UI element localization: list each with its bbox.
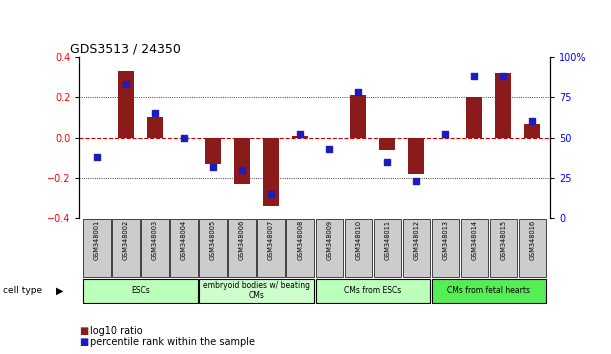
Bar: [263, 138, 279, 206]
Point: [499, 74, 508, 79]
Text: ■: ■: [79, 337, 89, 347]
Bar: [205, 138, 221, 164]
Point: [208, 164, 218, 170]
Point: [382, 159, 392, 165]
Bar: [519, 219, 546, 277]
Text: GSM348001: GSM348001: [94, 220, 100, 260]
Text: GSM348007: GSM348007: [268, 220, 274, 261]
Bar: [524, 124, 541, 138]
Bar: [315, 219, 343, 277]
Text: GSM348009: GSM348009: [326, 220, 332, 260]
Text: cell type: cell type: [3, 286, 42, 296]
Bar: [199, 279, 314, 303]
Bar: [408, 138, 424, 174]
Bar: [461, 219, 488, 277]
Bar: [379, 138, 395, 150]
Text: GSM348015: GSM348015: [500, 220, 507, 260]
Bar: [315, 279, 430, 303]
Bar: [147, 118, 163, 138]
Point: [353, 90, 363, 95]
Point: [92, 154, 102, 160]
Bar: [287, 219, 314, 277]
Text: GSM348002: GSM348002: [123, 220, 129, 261]
Bar: [112, 219, 139, 277]
Text: ESCs: ESCs: [131, 286, 150, 295]
Point: [469, 74, 479, 79]
Bar: [229, 219, 256, 277]
Bar: [83, 219, 111, 277]
Text: percentile rank within the sample: percentile rank within the sample: [90, 337, 255, 347]
Text: GSM348008: GSM348008: [297, 220, 303, 261]
Bar: [432, 219, 459, 277]
Bar: [234, 138, 250, 184]
Text: GSM348004: GSM348004: [181, 220, 187, 261]
Text: GDS3513 / 24350: GDS3513 / 24350: [70, 43, 181, 56]
Bar: [118, 71, 134, 138]
Point: [411, 178, 421, 184]
Bar: [466, 97, 482, 138]
Text: ▶: ▶: [56, 286, 64, 296]
Bar: [170, 219, 197, 277]
Point: [150, 110, 160, 116]
Point: [179, 135, 189, 141]
Text: GSM348010: GSM348010: [355, 220, 361, 260]
Text: log10 ratio: log10 ratio: [90, 326, 143, 336]
Point: [237, 167, 247, 173]
Bar: [83, 279, 197, 303]
Text: CMs from ESCs: CMs from ESCs: [344, 286, 401, 295]
Text: GSM348011: GSM348011: [384, 220, 390, 260]
Point: [324, 146, 334, 152]
Point: [441, 132, 450, 137]
Text: GSM348005: GSM348005: [210, 220, 216, 261]
Bar: [345, 219, 372, 277]
Bar: [490, 219, 517, 277]
Bar: [199, 219, 227, 277]
Point: [527, 119, 537, 124]
Text: GSM348014: GSM348014: [472, 220, 477, 260]
Text: ■: ■: [79, 326, 89, 336]
Text: GSM348003: GSM348003: [152, 220, 158, 260]
Bar: [257, 219, 285, 277]
Bar: [373, 219, 401, 277]
Point: [295, 132, 305, 137]
Point: [266, 191, 276, 197]
Text: GSM348013: GSM348013: [442, 220, 448, 260]
Bar: [350, 95, 366, 138]
Text: GSM348006: GSM348006: [239, 220, 245, 261]
Bar: [403, 219, 430, 277]
Bar: [496, 73, 511, 138]
Bar: [432, 279, 546, 303]
Text: GSM348012: GSM348012: [413, 220, 419, 260]
Bar: [141, 219, 169, 277]
Text: CMs from fetal hearts: CMs from fetal hearts: [447, 286, 530, 295]
Bar: [292, 136, 308, 138]
Point: [121, 81, 131, 87]
Text: GSM348016: GSM348016: [530, 220, 535, 260]
Text: embryoid bodies w/ beating
CMs: embryoid bodies w/ beating CMs: [203, 281, 310, 300]
